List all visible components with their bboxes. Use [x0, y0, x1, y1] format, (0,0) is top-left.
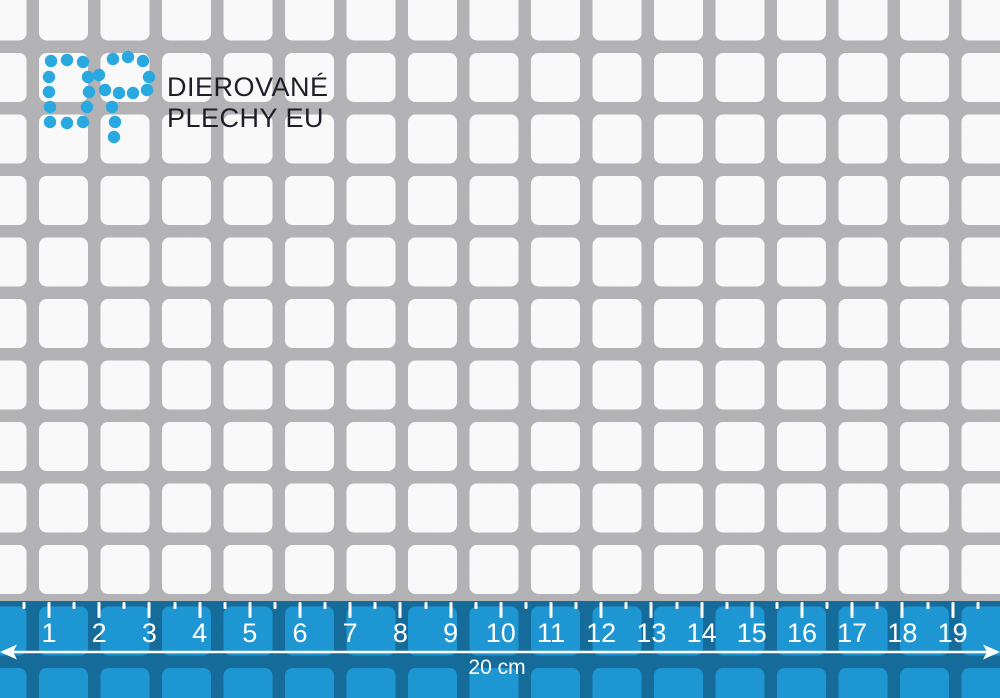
logo-letter-p-dot [106, 52, 120, 66]
logo-letter-p-dot [112, 86, 126, 100]
ruler-minor-tick [976, 602, 980, 609]
ruler-major-tick [700, 602, 704, 618]
arrow-head-left-icon [0, 644, 17, 660]
ruler-minor-tick [775, 602, 779, 609]
ruler-span-arrow [0, 644, 1000, 660]
ruler-minor-tick [72, 602, 76, 609]
ruler-major-tick [750, 602, 754, 618]
dp-logo: DIEROVANÉ PLECHY EU [0, 0, 420, 170]
ruler-number: 9 [443, 618, 459, 648]
ruler-number: 18 [887, 618, 918, 648]
ruler-major-tick [649, 602, 653, 618]
ruler-major-tick [248, 602, 252, 618]
ruler-major-tick [549, 602, 553, 618]
logo-letter-p-dot [136, 54, 150, 68]
logo-letter-p-dot [121, 50, 135, 64]
ruler-minor-tick [323, 602, 327, 609]
ruler-number: 14 [686, 618, 717, 648]
ruler-major-tick [348, 602, 352, 618]
ruler-major-tick [800, 602, 804, 618]
logo-letter-d-dot [42, 70, 56, 84]
ruler-major-tick [398, 602, 402, 618]
ruler-minor-tick [223, 602, 227, 609]
ruler-major-tick [198, 602, 202, 618]
logo-letter-d-dot [76, 115, 90, 129]
ruler-number: 1 [41, 618, 57, 648]
logo-letter-d-dot [60, 116, 74, 130]
ruler-length-label: 20 cm [468, 656, 526, 679]
ruler-number: 5 [242, 618, 258, 648]
ruler-number: 2 [91, 618, 107, 648]
ruler-major-tick [850, 602, 854, 618]
ruler-content: 1 2 3 4 5 6 7 8 9 10 11 12 13 14 15 16 17 18 19 20 cm [0, 601, 1000, 698]
logo-letter-p-dot [92, 68, 106, 82]
ruler-major-tick [900, 602, 904, 618]
logo-text-line2: PLECHY EU [167, 103, 325, 133]
logo-letter-d-dot [60, 53, 74, 67]
ruler-number: 8 [392, 618, 408, 648]
ruler-minor-tick [373, 602, 377, 609]
ruler-major-tick [599, 602, 603, 618]
ruler-minor-tick [875, 602, 879, 609]
logo-letter-d-dot [76, 55, 90, 69]
ruler-major-tick [47, 602, 51, 618]
ruler-number: 13 [636, 618, 667, 648]
logo-letter-d-dot [82, 85, 96, 99]
logo-letter-p-dot [107, 130, 121, 144]
ruler-minor-tick [173, 602, 176, 609]
ruler-minor-tick [524, 602, 528, 609]
ruler-number: 15 [736, 618, 767, 648]
logo-letter-d-dot [43, 115, 57, 129]
ruler-number: 11 [536, 618, 566, 648]
ruler-minor-tick [122, 602, 126, 609]
ruler-number: 19 [937, 618, 968, 648]
ruler-minor-tick [424, 602, 427, 609]
logo-letter-d-dot [81, 70, 95, 84]
ruler-minor-tick [474, 602, 478, 609]
ruler-number: 16 [786, 618, 818, 648]
ruler-number: 6 [292, 618, 308, 648]
ruler-number: 3 [141, 618, 157, 648]
logo-letter-p-dot [108, 115, 122, 129]
logo-letter-d-dot [43, 100, 57, 114]
ruler-minor-tick [825, 602, 829, 609]
dp-logo-dots-icon [42, 50, 156, 144]
logo-text: DIEROVANÉ PLECHY EU [167, 72, 329, 134]
ruler-minor-tick [675, 602, 678, 609]
ruler-major-tick [147, 602, 151, 618]
ruler-minor-tick [574, 602, 578, 609]
logo-letter-p-dot [142, 70, 156, 84]
logo-letter-d-dot [42, 85, 56, 99]
ruler-number: 12 [586, 618, 617, 648]
arrow-head-right-icon [983, 644, 1000, 660]
ruler-major-tick [449, 602, 453, 618]
ruler-major-tick [951, 602, 955, 618]
ruler-major-tick [97, 602, 101, 618]
logo-letter-d-dot [44, 54, 58, 68]
ruler-minor-tick [624, 602, 628, 609]
logo-letter-d-dot [80, 100, 94, 114]
logo-text-line1: DIEROVANÉ [167, 72, 329, 102]
ruler-number: 10 [485, 618, 516, 648]
ruler-minor-tick [725, 602, 729, 609]
logo-letter-p-dot [140, 83, 154, 97]
ruler: 1 2 3 4 5 6 7 8 9 10 11 12 13 14 15 16 17 18 19 20 cm [0, 601, 1000, 698]
ruler-minor-tick [22, 602, 26, 609]
ruler-number: 17 [837, 618, 868, 648]
ruler-major-tick [298, 602, 302, 618]
logo-letter-p-dot [98, 83, 112, 97]
ruler-minor-tick [926, 602, 929, 609]
ruler-number: 7 [342, 618, 358, 648]
logo-letter-p-dot [105, 100, 119, 114]
ruler-number: 4 [192, 618, 208, 648]
ruler-major-tick [499, 602, 503, 618]
ruler-minor-tick [273, 602, 277, 609]
logo-letter-p-dot [126, 86, 140, 100]
